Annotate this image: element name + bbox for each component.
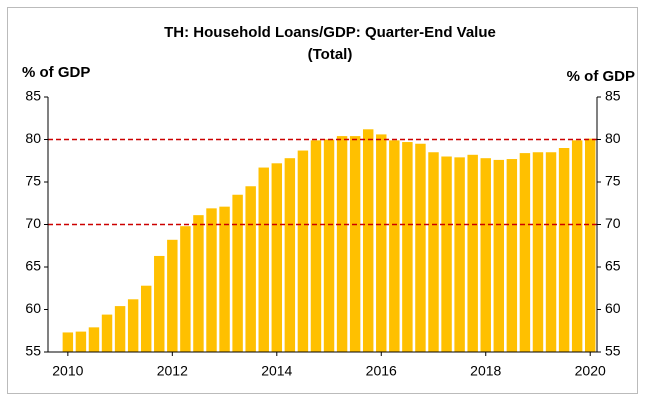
y2-tick-label: 55 [605,343,621,359]
bar [154,255,165,352]
bar [258,167,269,352]
y-tick-label: 60 [25,300,41,316]
y-tick-label: 70 [25,215,41,231]
bar [415,143,426,352]
bar [232,194,243,352]
bar [532,152,544,352]
bar [245,186,256,352]
bar [219,206,230,352]
bar [454,157,465,352]
y2-tick-label: 70 [605,215,621,231]
bar [558,148,570,352]
frame [7,7,638,394]
chart-title: TH: Household Loans/GDP: Quarter-End Val… [164,24,496,41]
x-tick-label: 2018 [470,363,501,379]
bar [101,314,113,352]
bar [467,154,478,352]
y2-axis-label: % of GDP [567,68,635,85]
bar [584,138,596,352]
bar [493,159,505,352]
bar [480,158,491,352]
x-tick-label: 2014 [261,363,292,379]
x-tick-label: 2016 [366,363,397,379]
bar [62,332,74,352]
bar [284,158,296,352]
bar [545,152,557,352]
bar [75,331,87,352]
bar [193,215,204,352]
bar [323,139,335,352]
y-tick-label: 85 [25,88,41,104]
bar [519,153,531,352]
bar [140,285,152,352]
chart-title: (Total) [308,46,353,63]
x-tick-label: 2020 [575,363,606,379]
bar [402,142,413,352]
y2-tick-label: 60 [605,300,621,316]
y-tick-label: 55 [25,343,41,359]
bar [506,159,518,352]
bar [441,156,452,352]
y2-tick-label: 75 [605,173,621,189]
bar [271,163,283,352]
bar [428,152,439,352]
bar [167,239,178,352]
y2-tick-label: 80 [605,130,621,146]
y2-tick-label: 65 [605,258,621,274]
bar [88,327,100,352]
bar [349,136,361,352]
bar [336,136,348,352]
bar [310,140,322,352]
bar [297,150,309,352]
bar [206,208,217,352]
bar [114,306,126,352]
y-tick-label: 75 [25,173,41,189]
bar [362,129,374,352]
bar [389,140,400,352]
y-axis-label: % of GDP [22,64,90,81]
y-tick-label: 80 [25,130,41,146]
bar [127,299,139,352]
y2-tick-label: 85 [605,88,621,104]
x-tick-label: 2012 [157,363,188,379]
y-tick-label: 65 [25,258,41,274]
x-tick-label: 2010 [52,363,83,379]
bar [571,140,583,352]
bar [376,134,387,352]
bar [180,226,191,352]
